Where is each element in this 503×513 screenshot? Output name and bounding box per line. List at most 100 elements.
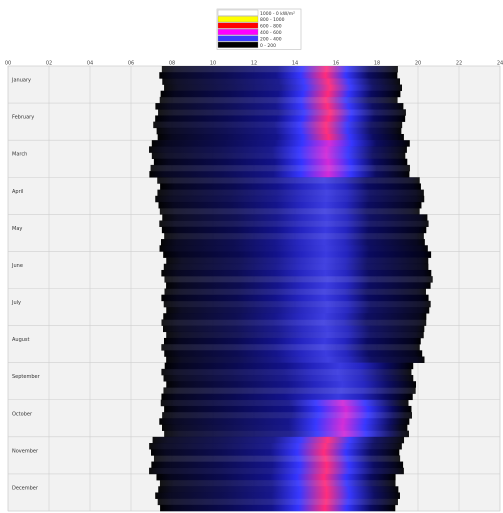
x-tick-label: 10 [210, 61, 216, 67]
heat-band-february [153, 103, 406, 141]
heat-strip [152, 436, 405, 444]
heat-strip [163, 325, 425, 333]
heat-strip [155, 103, 404, 110]
x-tick-label: 20 [415, 61, 421, 67]
y-axis-categories: January February March April May June July Augu… [11, 78, 41, 492]
heat-strip [163, 313, 427, 320]
x-tick-label: 24 [497, 61, 503, 67]
heat-strip [149, 171, 410, 178]
heat-strip [162, 424, 408, 431]
heat-band-january [159, 66, 402, 104]
heat-band-august [161, 325, 425, 363]
heat-strip [161, 66, 398, 73]
heat-strip [151, 461, 404, 469]
heat-strip [161, 294, 429, 302]
heat-strip [166, 282, 431, 289]
legend-label: 0 - 200 [260, 43, 276, 49]
heat-strip [149, 467, 404, 475]
heat-strip [163, 300, 431, 308]
heat-strip [163, 251, 432, 258]
heat-strip [151, 140, 410, 147]
x-axis: 00 02 04 06 08 10 12 14 16 18 20 22 24 [5, 61, 503, 67]
heat-strip [153, 121, 403, 129]
heat-strip [164, 276, 433, 283]
category-label: September [12, 374, 41, 380]
heat-strip [157, 189, 424, 197]
heat-strip [149, 443, 402, 450]
heat-strip [162, 214, 428, 221]
x-tick-label: 00 [5, 61, 11, 67]
heat-strip [151, 152, 406, 160]
heat-strip [163, 375, 414, 382]
heat-strip [161, 269, 432, 277]
heat-strip [163, 337, 421, 345]
heat-strip [158, 201, 422, 209]
heat-strip [164, 232, 424, 240]
heat-strip [159, 480, 396, 487]
heat-strip [158, 109, 406, 116]
heat-strip [164, 362, 414, 370]
heat-strip [164, 350, 423, 357]
heat-strip [157, 133, 404, 141]
heat-strip [159, 96, 398, 104]
heat-strip [151, 449, 400, 456]
heat-strip [158, 486, 399, 493]
heat-strip [166, 307, 430, 314]
category-label: April [12, 189, 23, 195]
legend-swatch [217, 29, 259, 35]
heat-strip [161, 393, 413, 401]
heat-strip [164, 405, 412, 413]
category-label: June [11, 263, 23, 269]
heat-strip [166, 356, 425, 363]
heat-strip [161, 226, 427, 234]
category-label: July [11, 300, 21, 306]
legend-swatch [217, 41, 259, 48]
heat-strip [166, 257, 429, 265]
heat-strip [150, 164, 410, 172]
heat-band-november [149, 436, 405, 475]
heat-strip [164, 288, 426, 295]
legend-swatch [217, 22, 259, 29]
x-tick-label: 08 [169, 61, 175, 67]
heat-strip [159, 208, 420, 215]
heat-strip [153, 158, 408, 166]
heat-strip [157, 177, 420, 184]
heat-strip [159, 245, 428, 252]
category-label: January [11, 78, 31, 84]
category-label: October [12, 411, 33, 417]
heat-strip [162, 78, 401, 85]
heat-strip [161, 344, 420, 351]
heat-band-july [161, 288, 431, 326]
heat-strip [163, 387, 416, 394]
category-label: December [12, 485, 39, 491]
heat-band-october [159, 399, 412, 438]
heat-strip [162, 412, 412, 419]
heat-band-march [149, 140, 410, 178]
heat-strip [155, 195, 425, 203]
heat-strip [160, 90, 401, 98]
heat-strip [155, 115, 406, 122]
heat-strip [161, 368, 412, 376]
heat-strip [153, 455, 401, 462]
heat-band-april [155, 177, 425, 215]
legend-label: 400 - 600 [260, 30, 282, 36]
heat-band-june [161, 251, 433, 289]
heat-strip [159, 72, 398, 79]
legend-label: 200 - 400 [260, 36, 282, 42]
heat-strip [160, 504, 396, 512]
category-label: February [12, 115, 34, 121]
heat-strip [161, 319, 427, 326]
category-label: November [12, 448, 39, 454]
heat-strip [160, 399, 409, 407]
x-tick-label: 04 [87, 61, 93, 67]
heat-bands [149, 66, 433, 512]
heat-strip [166, 381, 417, 388]
legend-label: 800 - 1000 [260, 17, 285, 23]
legend-swatch [217, 16, 259, 23]
legend-swatch [217, 35, 259, 42]
heat-band-december [155, 473, 400, 512]
legend-label: 1000 - 0 kW/m² [260, 11, 295, 17]
